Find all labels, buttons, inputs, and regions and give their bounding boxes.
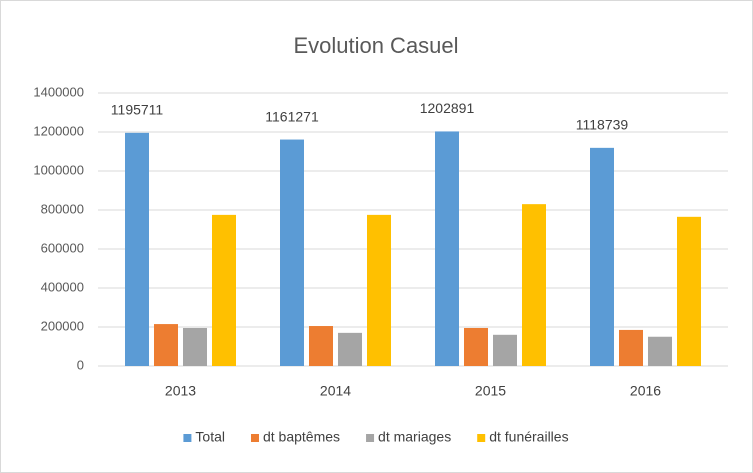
data-label: 1195711 [111,102,164,118]
bar [590,147,614,366]
bar [648,336,672,366]
bar [309,326,333,366]
bar [493,334,517,366]
bar [125,132,149,366]
bar [212,214,236,366]
legend-swatch [183,434,192,442]
legend-label: dt mariages [378,429,451,445]
data-label: 1202891 [420,100,475,116]
y-tick-label: 1200000 [33,123,84,138]
legend-label: dt funérailles [489,429,568,445]
y-tick-label: 600000 [41,240,84,255]
bar [183,327,207,366]
data-label: 1118739 [576,117,629,133]
bar [619,329,643,366]
x-tick-label: 2016 [630,383,661,399]
legend-swatch [477,434,486,442]
chart-title: Evolution Casuel [293,33,458,58]
y-tick-label: 200000 [41,318,84,333]
y-tick-label: 1000000 [33,162,84,177]
bar [435,131,459,366]
bar [154,324,178,366]
bar [522,204,546,366]
bar [338,332,362,366]
legend-label: dt baptêmes [263,429,340,445]
bar [367,214,391,366]
legend-label: Total [195,429,225,445]
x-tick-label: 2013 [165,383,196,399]
data-label: 1161271 [265,108,319,124]
bar [677,216,701,366]
x-tick-label: 2015 [475,383,506,399]
bar [464,327,488,366]
y-tick-label: 1400000 [33,84,84,99]
x-tick-label: 2014 [320,383,351,399]
y-tick-label: 800000 [41,201,84,216]
bar [280,139,304,366]
legend-swatch [250,434,259,442]
legend-swatch [366,434,375,442]
y-tick-label: 0 [77,357,84,372]
y-tick-label: 400000 [41,279,84,294]
